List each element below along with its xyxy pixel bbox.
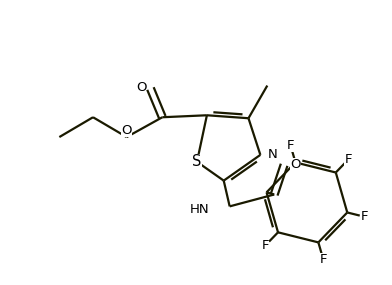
Text: F: F: [262, 239, 269, 252]
Text: F: F: [319, 253, 327, 266]
Text: S: S: [192, 154, 201, 169]
Text: F: F: [345, 153, 352, 166]
Text: O: O: [290, 158, 301, 171]
Text: N: N: [267, 148, 277, 161]
Text: HN: HN: [190, 203, 210, 216]
Text: O: O: [136, 81, 147, 94]
Text: F: F: [287, 139, 294, 152]
Text: F: F: [361, 210, 368, 223]
Text: O: O: [122, 124, 132, 137]
